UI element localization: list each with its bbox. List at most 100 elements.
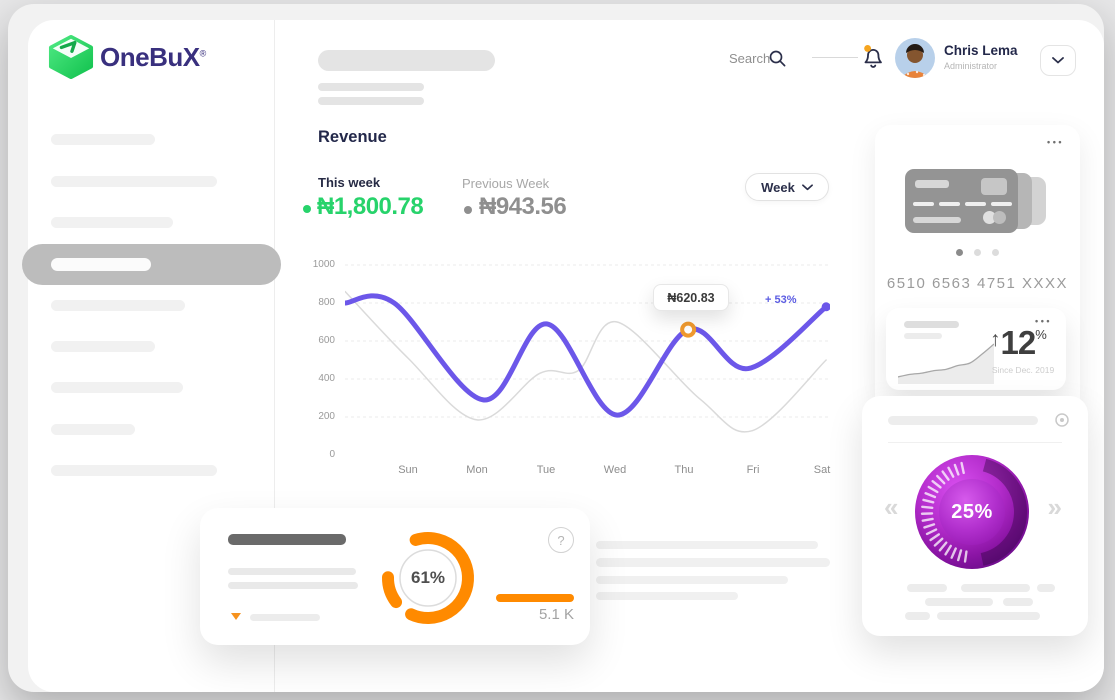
growth-unit: % xyxy=(1035,327,1047,342)
search-icon[interactable] xyxy=(768,49,787,68)
x-tick-label: Wed xyxy=(603,464,627,476)
sidebar-item-skeleton[interactable] xyxy=(51,465,217,476)
trend-area xyxy=(898,344,994,384)
user-dropdown-button[interactable] xyxy=(1040,45,1076,76)
kebab-menu-icon[interactable]: ••• xyxy=(1047,137,1064,147)
sidebar-item-skeleton[interactable] xyxy=(51,217,173,228)
percent-knob[interactable]: 25% xyxy=(912,452,1032,572)
knob-tick xyxy=(929,533,941,542)
card-number-dash xyxy=(939,202,960,206)
sidebar-item-active[interactable] xyxy=(22,244,281,285)
gauge-skeleton xyxy=(961,584,1030,592)
score-donut: 61% xyxy=(378,528,478,628)
y-tick-label: 0 xyxy=(329,449,335,460)
score-title-skeleton xyxy=(228,534,346,545)
content-skeleton-row xyxy=(596,541,818,549)
page-title-skeleton xyxy=(318,50,495,71)
carousel-next-icon[interactable]: » xyxy=(1047,492,1062,522)
growth-value: 12 xyxy=(1000,324,1037,361)
previous-week-value: ₦943.56 xyxy=(479,193,567,220)
sidebar: OneBuX® xyxy=(22,20,281,692)
y-tick-label: 1000 xyxy=(312,259,335,270)
x-tick-label: Sat xyxy=(813,464,831,476)
knob-dark-arc xyxy=(980,458,1027,566)
content-skeleton-row xyxy=(596,592,738,600)
donut-arc xyxy=(382,571,403,609)
avatar[interactable] xyxy=(895,38,935,78)
gauge-title-skeleton xyxy=(888,416,1038,425)
user-name: Chris Lema xyxy=(944,43,1018,58)
sidebar-item-skeleton[interactable] xyxy=(51,424,135,435)
knob-tick xyxy=(922,498,935,504)
user-menu[interactable]: Chris Lema Administrator xyxy=(944,43,1018,71)
x-tick-label: Fri xyxy=(746,464,760,476)
knob-tick xyxy=(921,517,934,522)
registered-mark: ® xyxy=(199,47,207,58)
sidebar-active-label-skeleton xyxy=(51,258,151,271)
gauge-skeleton xyxy=(1003,598,1033,606)
target-icon[interactable] xyxy=(1054,412,1070,428)
sidebar-item-skeleton[interactable] xyxy=(51,300,185,311)
knob-tick xyxy=(925,528,938,536)
knob-tick xyxy=(921,505,934,510)
knob-tick xyxy=(938,541,948,552)
growth-subtitle-skeleton xyxy=(904,333,942,339)
card-divider xyxy=(888,442,1062,443)
carousel-dot[interactable] xyxy=(956,249,963,256)
previous-week-label: Previous Week xyxy=(462,176,550,191)
knob-tick xyxy=(936,474,946,485)
knob-tick xyxy=(933,537,944,547)
carousel-prev-icon[interactable]: « xyxy=(884,492,899,522)
growth-stat: ↑ 12 % xyxy=(990,324,1047,362)
knob-tick xyxy=(931,480,942,489)
y-tick-label: 400 xyxy=(318,373,335,384)
chevron-down-icon xyxy=(1052,57,1064,64)
carousel-dot[interactable] xyxy=(974,249,981,256)
knob-tick xyxy=(947,466,955,478)
knob-value: 25% xyxy=(951,500,993,523)
user-role: Administrator xyxy=(944,61,998,71)
card-chip xyxy=(981,178,1007,195)
this-week-label: This week xyxy=(318,175,381,190)
series-line-previous-week xyxy=(344,290,827,433)
knob-tick xyxy=(957,549,963,562)
y-tick-label: 600 xyxy=(318,335,335,346)
credit-card-front xyxy=(905,169,1018,233)
card-number-dash xyxy=(965,202,986,206)
kebab-menu-icon[interactable]: ••• xyxy=(1035,316,1052,326)
y-tick-label: 200 xyxy=(318,411,335,422)
gauge-skeleton xyxy=(925,598,993,606)
triangle-down-icon[interactable] xyxy=(231,613,241,620)
knob-tick xyxy=(923,523,936,529)
carousel-dot[interactable] xyxy=(992,249,999,256)
range-selector-dropdown[interactable]: Week xyxy=(745,173,829,201)
brand-logo[interactable]: OneBuX® xyxy=(48,34,206,80)
score-progress-bar xyxy=(496,594,574,602)
range-selector-value: Week xyxy=(761,179,795,195)
knob-canvas xyxy=(915,455,1029,569)
x-tick-label: Tue xyxy=(536,464,556,476)
bell-icon[interactable] xyxy=(860,43,886,71)
knob-inner xyxy=(939,479,1005,545)
donut-inner-circle xyxy=(399,549,457,607)
knob-tick xyxy=(924,492,937,499)
donut-canvas xyxy=(382,532,474,624)
revenue-title: Revenue xyxy=(318,128,387,146)
sidebar-item-skeleton[interactable] xyxy=(51,134,155,145)
sidebar-item-skeleton[interactable] xyxy=(51,341,155,352)
search-input[interactable]: Search xyxy=(729,51,771,66)
chart-marker xyxy=(680,321,697,338)
knob-tick xyxy=(944,544,953,556)
donut-arc xyxy=(405,532,474,624)
header-divider xyxy=(812,57,858,58)
sidebar-item-skeleton[interactable] xyxy=(51,176,217,187)
growth-annotation: + 53% xyxy=(765,294,797,306)
score-text-skeleton xyxy=(228,582,358,589)
subtitle-skeleton xyxy=(318,83,424,91)
help-icon[interactable]: ? xyxy=(548,527,574,553)
gauge-skeleton xyxy=(1037,584,1055,592)
notification-dot xyxy=(864,44,872,52)
card-number-dash xyxy=(991,202,1012,206)
growth-title-skeleton xyxy=(904,321,959,328)
sidebar-item-skeleton[interactable] xyxy=(51,382,183,393)
